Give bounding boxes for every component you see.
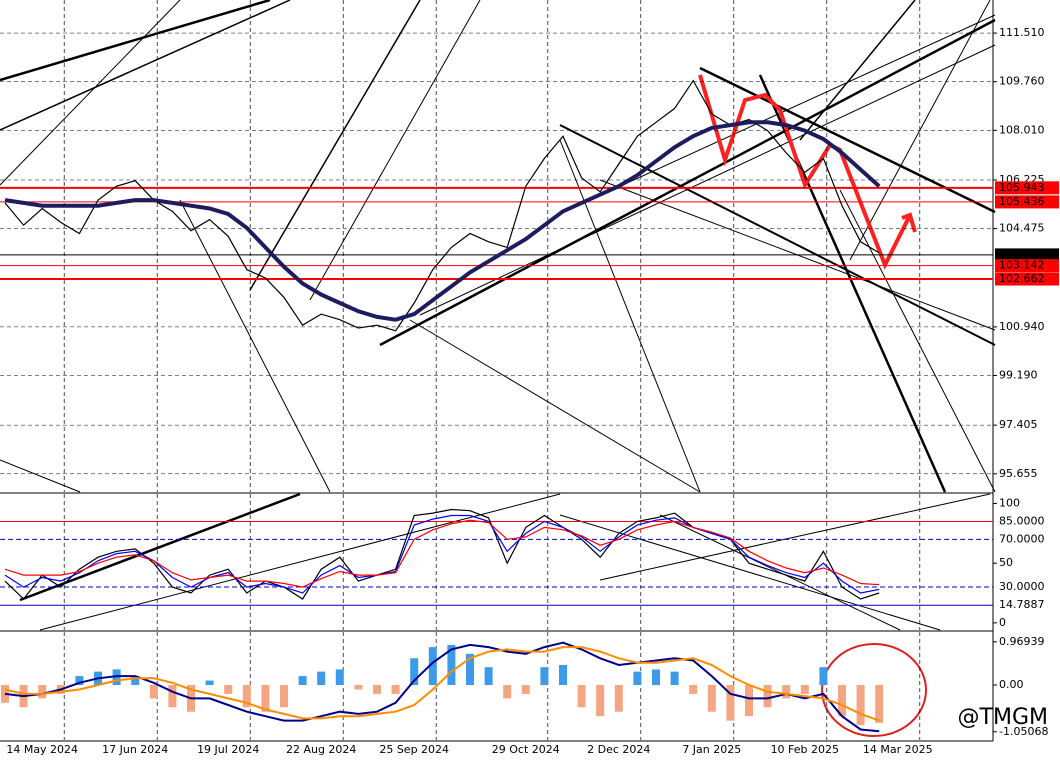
y-tick-label: 50 — [999, 556, 1013, 569]
watermark: @TMGM — [958, 705, 1048, 730]
histogram-bar — [280, 684, 288, 708]
level-label: 70.0000 — [999, 532, 1045, 545]
y-tick-label: -1.05068 — [999, 725, 1048, 738]
series-line — [4, 646, 880, 722]
histogram-bar — [466, 653, 474, 685]
x-tick-label: 29 Oct 2024 — [492, 743, 560, 756]
y-tick-label: 0.00 — [999, 678, 1024, 691]
histogram-bar — [596, 684, 605, 717]
histogram-bar — [391, 684, 400, 694]
histogram-bar — [317, 671, 326, 685]
histogram-bar — [428, 647, 437, 685]
histogram-bar — [149, 684, 158, 699]
level-label: 103.530 — [999, 248, 1045, 261]
histogram-bar — [726, 684, 735, 721]
histogram-bar — [838, 684, 846, 717]
histogram-bar — [521, 684, 530, 694]
y-tick-label: 109.760 — [999, 75, 1045, 88]
histogram-bar — [298, 676, 307, 685]
y-tick-label: 95.655 — [999, 467, 1038, 480]
histogram-bar — [168, 684, 177, 708]
histogram-bar — [354, 684, 363, 690]
x-tick-label: 17 Jun 2024 — [102, 743, 168, 756]
x-tick-label: 14 May 2024 — [6, 743, 78, 756]
histogram-bar — [373, 684, 381, 694]
red-arrows — [698, 74, 917, 270]
histogram-bar — [112, 669, 121, 685]
y-tick-label: 97.405 — [999, 418, 1038, 431]
level-label-bg — [995, 272, 1059, 286]
x-tick-label: 7 Jan 2025 — [682, 743, 741, 756]
level-label-bg — [995, 248, 1059, 262]
x-tick-label: 25 Sep 2024 — [379, 743, 449, 756]
histogram-bar — [763, 684, 772, 708]
histogram-bar — [38, 684, 47, 699]
level-label-bg — [995, 195, 1059, 209]
level-label: 105.943 — [999, 181, 1045, 194]
histogram-bar — [689, 684, 698, 694]
histogram-bar — [614, 684, 623, 712]
histogram-bar — [856, 684, 865, 726]
y-tick-label: 108.010 — [999, 123, 1045, 136]
histogram-bar — [800, 684, 809, 694]
level-label-bg — [995, 532, 1059, 546]
level-label-bg — [995, 259, 1059, 273]
histogram-bar — [745, 684, 753, 717]
x-tick-label: 22 Aug 2024 — [286, 743, 356, 756]
series-line — [4, 519, 880, 588]
x-tick-label: 10 Feb 2025 — [771, 743, 839, 756]
y-tick-label: 0.96939 — [999, 635, 1045, 648]
y-tick-label: 100.940 — [999, 320, 1045, 333]
level-label: 105.436 — [999, 195, 1045, 208]
highlight-circle — [821, 643, 927, 737]
histogram-bar — [205, 680, 214, 685]
histogram-bar — [577, 684, 586, 708]
trend-lines — [0, 0, 996, 631]
histogram-bar — [652, 669, 660, 685]
x-tick-label: 19 Jul 2024 — [197, 743, 259, 756]
histogram-bar — [75, 676, 84, 685]
level-label-bg — [995, 580, 1059, 594]
y-tick-label: 99.190 — [999, 369, 1038, 382]
histogram-bar — [410, 658, 419, 685]
histogram-bar — [242, 684, 251, 708]
level-label: 102.662 — [999, 272, 1045, 285]
level-label-bg — [995, 181, 1059, 195]
level-label-bg — [995, 598, 1059, 612]
level-label: 103.142 — [999, 259, 1045, 272]
x-tick-label: 2 Dec 2024 — [587, 743, 650, 756]
pane-frame — [0, 0, 994, 742]
histogram-bar — [261, 684, 270, 712]
y-tick-label: 104.475 — [999, 222, 1045, 235]
histogram-bar — [559, 664, 567, 685]
level-label: 14.7887 — [999, 598, 1045, 611]
histogram-bar — [224, 684, 233, 694]
y-tick-label: 0 — [999, 616, 1006, 629]
histogram-bar — [131, 676, 140, 685]
histogram-bar — [503, 684, 512, 699]
histogram-bar — [447, 644, 456, 685]
histogram-bar — [484, 667, 493, 685]
level-label: 85.0000 — [999, 514, 1045, 527]
level-label: 30.0000 — [999, 580, 1045, 593]
histogram-bar — [707, 684, 716, 712]
x-tick-label: 14 Mar 2025 — [863, 743, 933, 756]
y-tick-label: 111.510 — [999, 26, 1045, 39]
level-label-bg — [995, 514, 1059, 528]
y-tick-label: 100 — [999, 497, 1020, 510]
histogram-bar — [782, 684, 791, 699]
histogram-bar — [540, 667, 549, 685]
series-line — [4, 641, 880, 733]
series-line — [4, 508, 880, 600]
histogram-bar — [819, 667, 828, 685]
histogram-bar — [875, 684, 884, 723]
histogram-bar — [670, 671, 679, 685]
histogram-bar — [633, 671, 642, 685]
series-line — [4, 120, 881, 322]
histogram-bar — [335, 669, 344, 685]
